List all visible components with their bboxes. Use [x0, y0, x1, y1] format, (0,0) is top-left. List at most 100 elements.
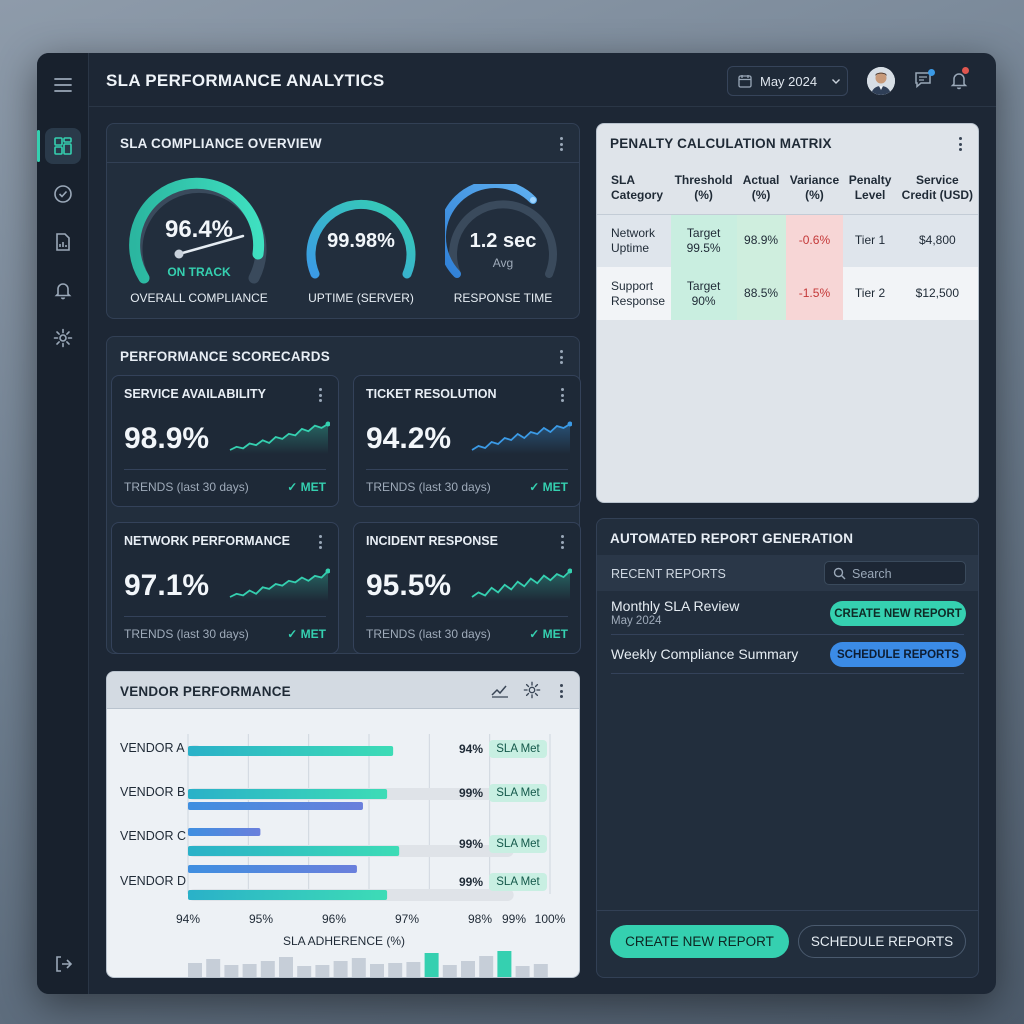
sparkline	[229, 421, 330, 454]
table-row[interactable]: Network Uptime Target 99.5% 98.9% -0.6% …	[597, 214, 978, 267]
more-options-icon[interactable]	[560, 684, 564, 698]
penalty-table: SLA Category Threshold (%) Actual (%) Va…	[597, 162, 978, 320]
sidebar-item-dashboard[interactable]	[37, 128, 81, 164]
report-name[interactable]: Weekly Compliance Summary	[611, 646, 799, 662]
more-options-icon[interactable]	[560, 137, 564, 151]
more-options-icon[interactable]	[319, 388, 323, 402]
x-tick-label: 95%	[248, 912, 274, 926]
more-options-icon[interactable]	[959, 137, 963, 151]
notifications-button[interactable]	[949, 67, 971, 92]
histogram-bar	[260, 961, 275, 977]
sparkline-area	[472, 424, 570, 454]
sidebar-item-settings[interactable]	[45, 320, 81, 356]
histogram-bar	[333, 961, 348, 977]
variance-cell: -0.6%	[785, 214, 844, 267]
histogram-bar	[279, 957, 293, 977]
table-row[interactable]: Support Response Target 90% 88.5% -1.5% …	[597, 267, 978, 320]
logout-button[interactable]	[45, 946, 81, 982]
histogram-bar	[388, 963, 403, 977]
sparkline-line	[471, 570, 571, 598]
scorecard-trend: TRENDS (last 30 days)	[124, 480, 249, 494]
gauge-label: OVERALL COMPLIANCE	[130, 291, 268, 305]
histogram-bar	[351, 958, 366, 977]
bar-vendor-c	[188, 828, 261, 836]
histogram-bar	[497, 951, 512, 977]
more-options-icon[interactable]	[319, 535, 323, 549]
bell-icon	[54, 283, 72, 300]
scorecard-value: 98.9%	[124, 422, 210, 455]
report-name[interactable]: Monthly SLA Review	[611, 598, 740, 614]
panel-title: PENALTY CALCULATION MATRIX	[610, 136, 832, 151]
messages-button[interactable]	[913, 69, 935, 92]
histogram-bar	[188, 963, 202, 977]
vendor-value: 99%	[459, 837, 484, 851]
panel-title: VENDOR PERFORMANCE	[120, 684, 291, 699]
sparkline-line	[229, 570, 329, 598]
menu-icon[interactable]	[45, 67, 81, 103]
sla-met-badge: SLA Met	[489, 835, 547, 853]
column-header: Actual (%)	[736, 162, 786, 215]
vendor-value: 94%	[459, 742, 484, 756]
sparkline-point	[325, 421, 330, 427]
overall-compliance-gauge	[129, 177, 267, 284]
scorecard-title: SERVICE AVAILABILITY	[124, 387, 266, 401]
more-options-icon[interactable]	[560, 350, 564, 364]
actual-cell: 98.9%	[736, 214, 786, 267]
vendor-label: VENDOR D	[120, 874, 186, 888]
scorecard[interactable]: TICKET RESOLUTION 94.2% TRENDS (last 30 …	[353, 375, 581, 507]
penalty-level-cell: Tier 1	[843, 214, 897, 267]
bar-vendor-c	[188, 865, 357, 873]
logout-icon	[56, 956, 73, 972]
create-new-report-button[interactable]: CREATE NEW REPORT	[610, 925, 789, 958]
schedule-reports-button[interactable]: SCHEDULE REPORTS	[798, 925, 966, 958]
report-icon	[56, 233, 70, 251]
trend-chart-icon[interactable]	[491, 682, 509, 698]
more-options-icon[interactable]	[561, 388, 565, 402]
scorecard[interactable]: SERVICE AVAILABILITY 98.9% TRENDS (last …	[111, 375, 339, 507]
search-input[interactable]: Search	[824, 561, 966, 585]
scorecard[interactable]: INCIDENT RESPONSE 95.5% TRENDS (last 30 …	[353, 522, 581, 654]
notification-badge	[962, 67, 969, 74]
gauge-sub: Avg	[492, 256, 514, 270]
vendor-label: VENDOR B	[120, 785, 186, 799]
avatar[interactable]	[867, 67, 895, 95]
sidebar-item-reports[interactable]	[45, 224, 81, 260]
scorecard-title: NETWORK PERFORMANCE	[124, 534, 290, 548]
column-header: Service Credit (USD)	[896, 162, 978, 215]
vendor-label: VENDOR A	[120, 741, 185, 755]
vendor-bar-chart	[187, 734, 551, 977]
histogram-bar	[242, 964, 257, 977]
x-axis-label: SLA ADHERENCE (%)	[282, 934, 406, 948]
gauge-value: 96.4%	[164, 216, 234, 243]
column-header: Threshold (%)	[670, 162, 737, 215]
gear-icon[interactable]	[523, 681, 541, 699]
sidebar-item-compliance[interactable]	[45, 176, 81, 212]
create-report-button[interactable]: CREATE NEW REPORT	[830, 601, 966, 626]
histogram-bar	[370, 964, 384, 977]
report-date: May 2024	[611, 615, 662, 627]
schedule-report-button[interactable]: SCHEDULE REPORTS	[830, 642, 966, 667]
histogram-bar	[424, 953, 439, 977]
vendor-value: 99%	[459, 875, 484, 889]
histogram-bar	[515, 966, 530, 977]
scorecard[interactable]: NETWORK PERFORMANCE 97.1% TRENDS (last 3…	[111, 522, 339, 654]
histogram-bar	[315, 965, 330, 977]
column-header: Variance (%)	[785, 162, 844, 215]
date-picker[interactable]: May 2024	[727, 66, 848, 96]
compliance-overview-panel: SLA COMPLIANCE OVERVIEW 96.4% ON TRACK O…	[106, 123, 580, 319]
more-options-icon[interactable]	[561, 535, 565, 549]
chevron-down-icon	[832, 79, 841, 84]
sidebar-item-alerts[interactable]	[45, 272, 81, 308]
sla-met-badge: SLA Met	[489, 740, 547, 758]
status-badge: ✓ MET	[287, 480, 326, 494]
x-tick-label: 100%	[534, 912, 566, 926]
uptime-gauge	[306, 199, 416, 279]
histogram-bar	[297, 966, 312, 977]
sla-met-badge: SLA Met	[489, 873, 547, 891]
sparkline-area	[230, 571, 328, 601]
sparkline-line	[471, 423, 571, 451]
category-cell: Network Uptime	[597, 214, 671, 267]
gauge-status: ON TRACK	[167, 265, 231, 279]
status-badge: ✓ MET	[529, 480, 568, 494]
gauge-value: 99.98%	[327, 230, 395, 252]
